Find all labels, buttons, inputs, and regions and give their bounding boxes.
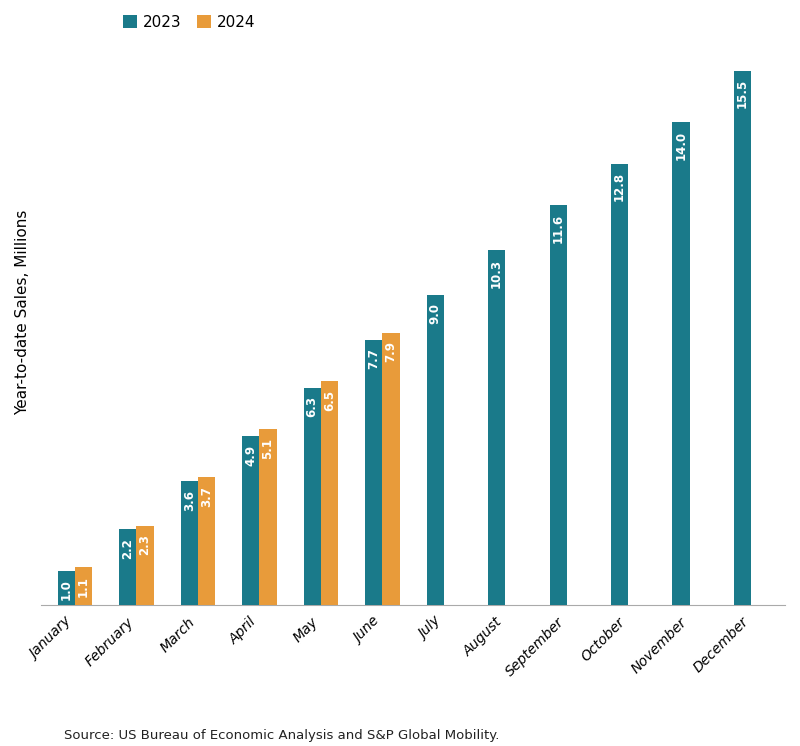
Text: 3.6: 3.6 <box>182 489 196 510</box>
Text: 5.1: 5.1 <box>262 438 274 459</box>
Bar <box>673 122 690 605</box>
Bar <box>304 388 321 605</box>
Bar <box>198 477 215 605</box>
Bar <box>75 567 92 605</box>
Text: 4.9: 4.9 <box>244 445 258 466</box>
Text: 6.5: 6.5 <box>323 389 336 410</box>
Bar <box>365 339 382 605</box>
Bar <box>259 429 277 605</box>
Text: 11.6: 11.6 <box>552 213 565 242</box>
Bar <box>181 481 198 605</box>
Text: 10.3: 10.3 <box>490 259 503 287</box>
Bar <box>550 205 566 605</box>
Text: 12.8: 12.8 <box>613 172 626 201</box>
Text: 1.1: 1.1 <box>77 576 90 597</box>
Text: 15.5: 15.5 <box>736 79 749 108</box>
Text: 1.0: 1.0 <box>60 579 73 600</box>
Text: 14.0: 14.0 <box>674 131 688 160</box>
Bar <box>734 71 751 605</box>
Bar <box>321 381 338 605</box>
Bar <box>242 436 259 605</box>
Text: 6.3: 6.3 <box>306 396 318 418</box>
Text: 2.2: 2.2 <box>122 538 134 559</box>
Bar <box>119 529 137 605</box>
Bar <box>382 333 399 605</box>
Text: Source: US Bureau of Economic Analysis and S&P Global Mobility.: Source: US Bureau of Economic Analysis a… <box>64 730 499 742</box>
Bar <box>488 250 506 605</box>
Text: 3.7: 3.7 <box>200 486 213 507</box>
Text: 7.7: 7.7 <box>367 348 380 369</box>
Bar <box>58 571 75 605</box>
Text: 2.3: 2.3 <box>138 534 151 555</box>
Legend: 2023, 2024: 2023, 2024 <box>123 15 255 30</box>
Bar <box>137 526 154 605</box>
Text: 9.0: 9.0 <box>429 304 442 325</box>
Bar <box>611 163 628 605</box>
Bar <box>426 295 444 605</box>
Y-axis label: Year-to-date Sales, Millions: Year-to-date Sales, Millions <box>15 210 30 415</box>
Text: 7.9: 7.9 <box>385 341 398 363</box>
